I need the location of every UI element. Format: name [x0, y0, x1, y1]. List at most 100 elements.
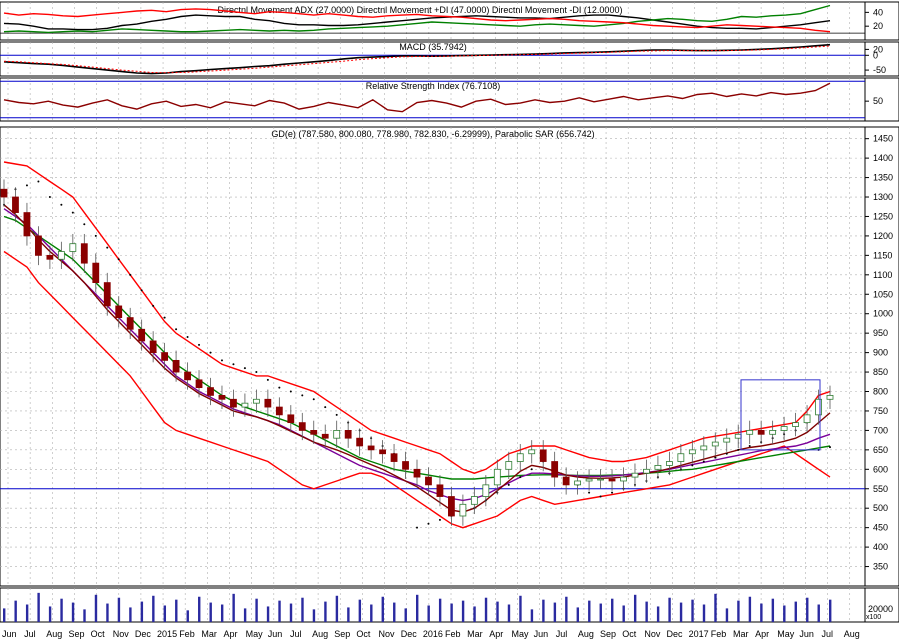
volume-bar	[542, 599, 545, 622]
volume-bar	[14, 600, 17, 622]
sar-dot	[106, 246, 109, 249]
sar-dot	[611, 491, 614, 494]
sar-dot	[243, 367, 246, 370]
candle-body	[528, 449, 536, 455]
y-tick-label: 40	[873, 7, 883, 17]
volume-bar	[565, 596, 568, 622]
x-tick-label: Aug	[312, 629, 328, 639]
volume-bar	[633, 594, 637, 622]
volume-bar	[656, 606, 660, 622]
candle-body	[356, 437, 364, 447]
sar-dot	[129, 273, 132, 276]
x-tick-label: Oct	[91, 629, 106, 639]
candle-body	[264, 398, 272, 408]
volume-bar	[519, 595, 522, 622]
y-tick-label: 400	[873, 542, 888, 552]
y-tick-label: 20	[873, 44, 883, 54]
sar-dot	[702, 460, 705, 463]
dmi-panel: Directnl Movement ADX (27.0000) Directnl…	[0, 4, 865, 34]
panel-border	[0, 41, 899, 77]
x-tick-label: Jun	[534, 629, 549, 639]
y-tick-label: 1400	[873, 153, 893, 163]
y-tick-label: 1000	[873, 309, 893, 319]
volume-bar	[829, 599, 832, 622]
y-tick-label: 0	[873, 50, 878, 60]
signal-line	[3, 45, 831, 74]
candle-body	[161, 352, 169, 361]
sar-dot	[152, 304, 155, 307]
moving-average-line	[3, 215, 831, 480]
adx-line	[3, 14, 831, 31]
sar-dot	[519, 476, 522, 479]
candle-body	[643, 468, 650, 474]
sar-dot	[427, 522, 430, 525]
x-tick-label: Sep	[68, 629, 84, 639]
volume-bar	[473, 606, 476, 622]
sar-dot	[163, 316, 166, 319]
sar-dot	[278, 386, 281, 389]
x-tick-label: Jun	[2, 629, 17, 639]
volume-bar	[806, 597, 809, 622]
candle-body	[677, 453, 685, 462]
x-tick-label: May	[777, 629, 795, 639]
candle-body	[402, 461, 409, 470]
sar-dot	[186, 336, 189, 339]
y-tick-label: 950	[873, 328, 888, 338]
volume-bar	[71, 602, 75, 622]
x-tick-label: May	[246, 629, 264, 639]
sar-dot	[83, 223, 86, 226]
candle-body	[172, 359, 180, 373]
volume-bar	[140, 601, 144, 622]
volume-bar	[94, 594, 98, 622]
candle-body	[792, 422, 799, 427]
sar-dot	[232, 363, 235, 366]
volume-bar	[668, 597, 671, 622]
x-tick-label: Jun	[799, 629, 814, 639]
volume-bar	[530, 609, 534, 622]
volume-bar	[370, 604, 373, 622]
candle-body	[115, 305, 123, 319]
candle-body	[138, 328, 146, 342]
volume-bar	[461, 600, 465, 622]
volume-bar	[702, 604, 706, 622]
volume-bar	[714, 593, 717, 622]
highlight-box	[740, 379, 821, 451]
candle-body	[0, 188, 8, 198]
candle-body	[470, 496, 478, 505]
volume-bar	[301, 597, 304, 622]
volume-bar	[817, 604, 820, 622]
volume-panel	[3, 592, 832, 622]
sar-dot	[588, 491, 591, 494]
y-tick-label: 750	[873, 406, 888, 416]
candle-body	[459, 503, 467, 517]
volume-bar	[771, 598, 775, 622]
rsi-line	[3, 82, 831, 113]
candle-body	[321, 433, 329, 439]
volume-bar	[232, 593, 235, 622]
y-tick-label: 500	[873, 503, 888, 513]
x-axis: Jun Jul Aug Sep Oct Nov Dec 2015 Feb Mar Apr May Jun…	[2, 629, 860, 639]
volume-bar	[725, 608, 729, 622]
candle-body	[184, 371, 191, 381]
candle-body	[390, 453, 398, 462]
y-axis: 4020200-50501450140013501300125012001150…	[865, 7, 893, 621]
y-tick-label: 900	[873, 348, 888, 358]
x-tick-label: Jun	[268, 629, 283, 639]
candle-body	[333, 430, 341, 439]
sar-dot	[37, 180, 40, 183]
y-tick-label: 1350	[873, 173, 893, 183]
sar-dot	[691, 464, 694, 467]
candle-body	[207, 387, 214, 396]
sar-dot	[438, 518, 441, 521]
candle-body	[757, 430, 765, 435]
volume-bar	[393, 602, 396, 622]
sar-dot	[829, 446, 831, 449]
x-tick-label: Jul	[290, 629, 302, 639]
sar-dot	[266, 378, 269, 381]
sar-dot	[748, 444, 751, 447]
x-tick-label: Jul	[556, 629, 568, 639]
-di-line	[3, 4, 831, 34]
volume-bar	[484, 597, 488, 622]
volume-bar	[679, 602, 683, 622]
candle-body	[574, 480, 582, 486]
